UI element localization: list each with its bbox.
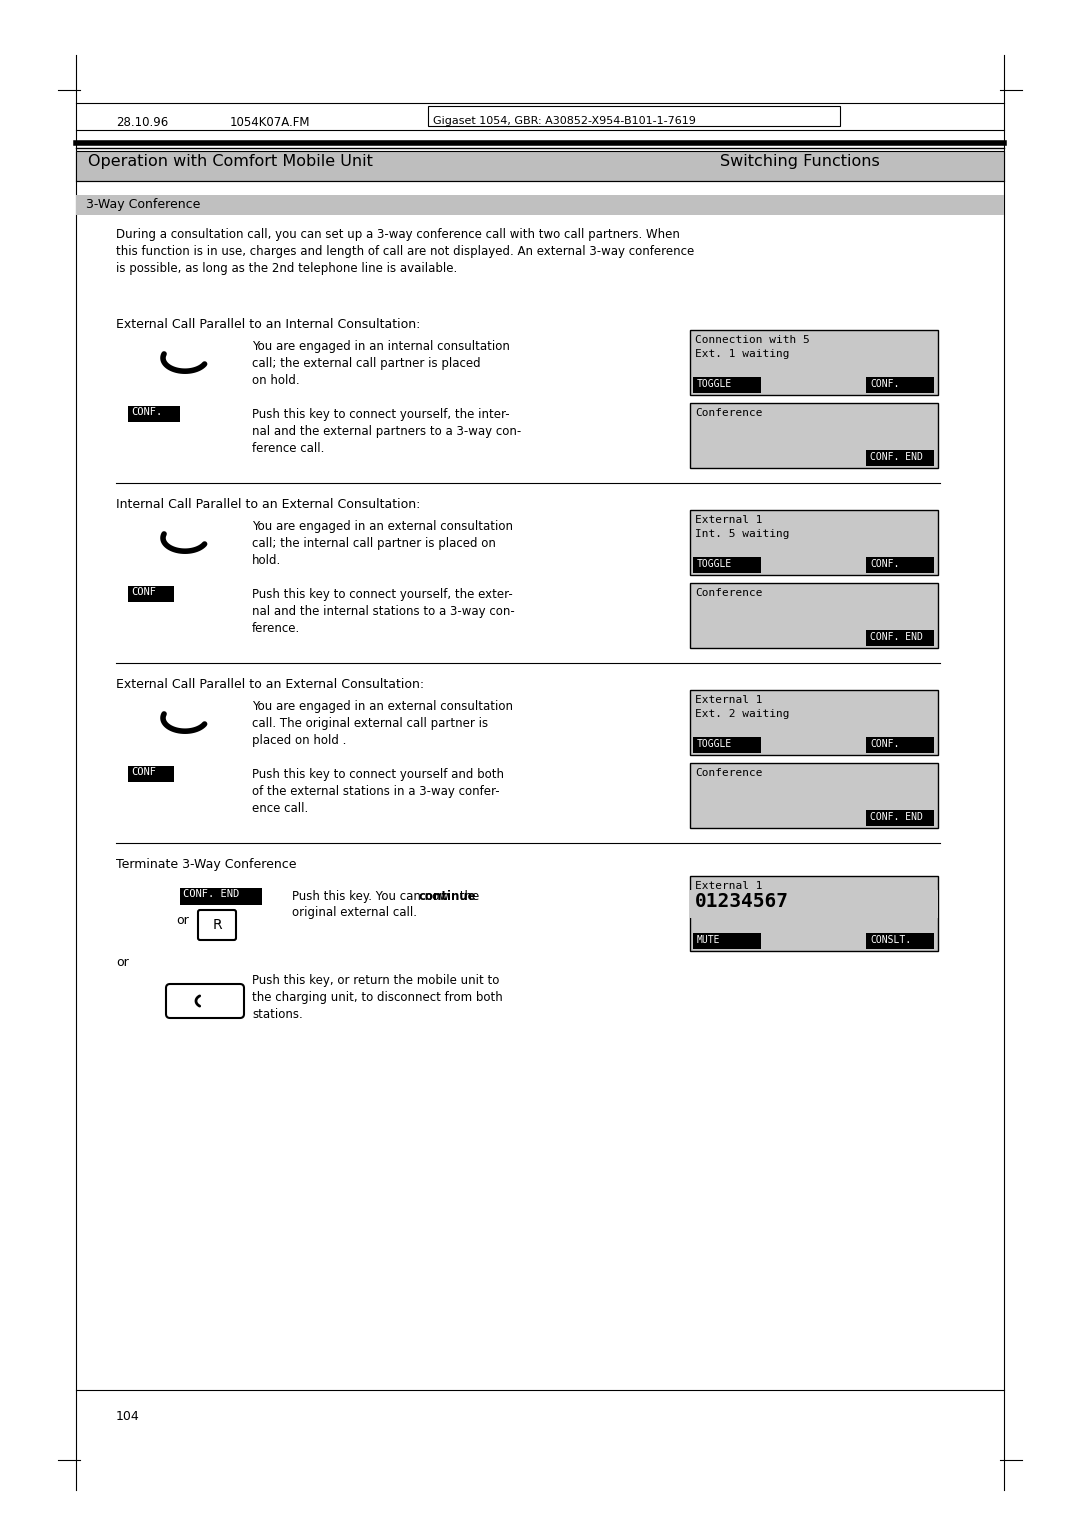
Text: 104: 104 [116, 1410, 139, 1423]
Bar [690, 584, 939, 648]
Bar [690, 403, 939, 468]
Text: CONF.: CONF. [131, 406, 162, 417]
Text: CONSLT.: CONSLT. [870, 935, 912, 944]
Text: 3-Way Conference: 3-Way Conference [86, 199, 201, 211]
Text: Push this key to connect yourself, the exter-
nal and the internal stations to a: Push this key to connect yourself, the e… [252, 588, 515, 636]
Text: External Call Parallel to an External Consultation:: External Call Parallel to an External Co… [116, 678, 424, 691]
Bar [129, 406, 180, 422]
Bar [866, 630, 934, 646]
Text: Ext. 1 waiting: Ext. 1 waiting [696, 348, 789, 359]
Text: CONF: CONF [131, 767, 156, 778]
Bar [693, 736, 761, 753]
Bar [690, 889, 939, 918]
Text: You are engaged in an external consultation
call; the internal call partner is p: You are engaged in an external consultat… [252, 520, 513, 567]
Text: Push this key, or return the mobile unit to
the charging unit, to disconnect fro: Push this key, or return the mobile unit… [252, 973, 503, 1021]
Text: Push this key. You can now: Push this key. You can now [292, 889, 453, 903]
Text: or: or [116, 957, 129, 969]
Text: TOGGLE: TOGGLE [697, 379, 732, 390]
Bar [866, 934, 934, 949]
Bar [690, 762, 939, 828]
Text: or: or [176, 914, 189, 927]
Bar [866, 377, 934, 393]
Bar [866, 736, 934, 753]
Text: R: R [212, 918, 221, 932]
Text: 28.10.96: 28.10.96 [116, 116, 168, 128]
Text: CONF. END: CONF. END [870, 633, 923, 642]
Text: 01234567: 01234567 [696, 895, 750, 905]
Text: CONF.: CONF. [870, 559, 900, 568]
Text: Int. 5 waiting: Int. 5 waiting [696, 529, 789, 539]
Text: CONF: CONF [131, 587, 156, 597]
Bar [76, 151, 1004, 180]
Bar [690, 330, 939, 396]
Text: 1054K07A.FM: 1054K07A.FM [230, 116, 311, 128]
Text: CONF. END: CONF. END [183, 889, 240, 898]
Text: Conference: Conference [696, 408, 762, 419]
Text: Push this key to connect yourself, the inter-
nal and the external partners to a: Push this key to connect yourself, the i… [252, 408, 522, 455]
Text: External 1: External 1 [696, 882, 762, 891]
Bar [180, 888, 262, 905]
Bar [866, 451, 934, 466]
Text: Internal Call Parallel to an External Consultation:: Internal Call Parallel to an External Co… [116, 498, 420, 510]
Text: During a consultation call, you can set up a 3-way conference call with two call: During a consultation call, you can set … [116, 228, 694, 275]
Bar [428, 105, 840, 125]
Text: continue: continue [419, 889, 476, 903]
Text: CONF.: CONF. [870, 740, 900, 749]
Text: Switching Functions: Switching Functions [720, 154, 880, 170]
Text: Gigaset 1054, GBR: A30852-X954-B101-1-7619: Gigaset 1054, GBR: A30852-X954-B101-1-76… [433, 116, 696, 125]
Bar [690, 876, 939, 950]
Text: Conference: Conference [696, 588, 762, 597]
Text: Connection with 5: Connection with 5 [696, 335, 810, 345]
Bar [693, 377, 761, 393]
Text: Operation with Comfort Mobile Unit: Operation with Comfort Mobile Unit [87, 154, 373, 170]
Text: 01234567: 01234567 [696, 892, 789, 911]
Text: Terminate 3-Way Conference: Terminate 3-Way Conference [116, 859, 297, 871]
Bar [693, 558, 761, 573]
Text: Ext. 2 waiting: Ext. 2 waiting [696, 709, 789, 720]
Bar [129, 766, 174, 782]
Text: External 1: External 1 [696, 695, 762, 704]
Text: TOGGLE: TOGGLE [697, 559, 732, 568]
Bar [693, 934, 761, 949]
Bar [690, 691, 939, 755]
Text: CONF. END: CONF. END [870, 452, 923, 461]
Text: You are engaged in an internal consultation
call; the external call partner is p: You are engaged in an internal consultat… [252, 341, 510, 387]
Text: External 1: External 1 [696, 515, 762, 526]
Text: TOGGLE: TOGGLE [697, 740, 732, 749]
Text: External Call Parallel to an Internal Consultation:: External Call Parallel to an Internal Co… [116, 318, 420, 332]
Text: MUTE: MUTE [697, 935, 720, 944]
Bar [690, 510, 939, 575]
Text: You are engaged in an external consultation
call. The original external call par: You are engaged in an external consultat… [252, 700, 513, 747]
Bar [866, 558, 934, 573]
Bar [76, 151, 1004, 180]
Text: Conference: Conference [696, 769, 762, 778]
Text: Push this key to connect yourself and both
of the external stations in a 3-way c: Push this key to connect yourself and bo… [252, 769, 504, 814]
Text: CONF.: CONF. [870, 379, 900, 390]
Text: original external call.: original external call. [292, 906, 417, 918]
Text: the: the [457, 889, 480, 903]
Bar [129, 587, 174, 602]
Bar [76, 196, 1004, 215]
Text: CONF. END: CONF. END [870, 811, 923, 822]
Bar [866, 810, 934, 827]
